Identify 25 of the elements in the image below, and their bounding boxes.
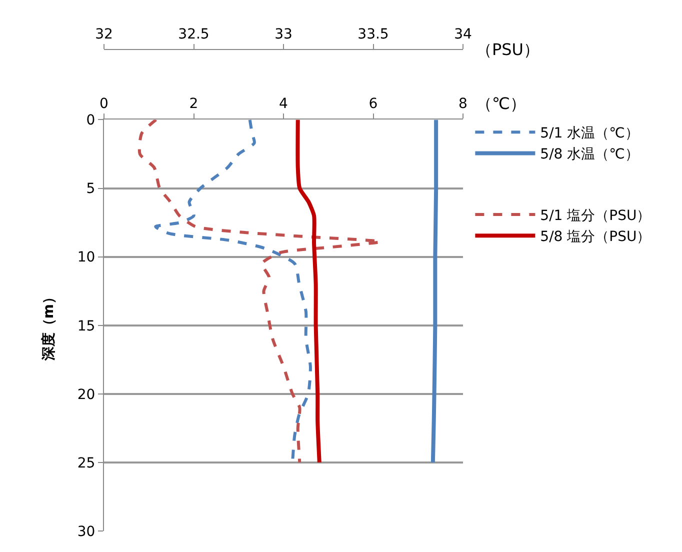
y-tick-label: 20	[77, 386, 96, 403]
x2-tick-label: 34	[454, 26, 472, 42]
legend-label: 5/1 水温（℃）	[540, 126, 639, 142]
x2-tick-label: 32.5	[178, 26, 210, 42]
x-axis-title: （℃）	[476, 94, 526, 113]
y-tick-label: 10	[77, 250, 96, 266]
x2-tick-label: 33	[274, 26, 292, 42]
x-tick-label: 6	[368, 96, 378, 112]
legend-label: 5/1 塩分（PSU）	[540, 208, 651, 224]
y-axis-title: 深度（m）	[40, 290, 57, 362]
x2-tick-label: 32	[95, 26, 113, 42]
x-tick-label: 4	[279, 96, 288, 112]
x2-tick-label: 33.5	[358, 26, 389, 42]
legend-label: 5/8 水温（℃）	[540, 146, 639, 163]
x-tick-label: 8	[458, 96, 468, 112]
y-tick-label: 0	[86, 112, 96, 129]
x-tick-label: 0	[100, 96, 108, 112]
y-tick-label: 15	[77, 318, 96, 334]
y-tick-label: 5	[86, 181, 96, 198]
legend-label: 5/8 塩分（PSU）	[540, 229, 651, 246]
line-series	[430, 120, 438, 464]
y-tick-label: 30	[77, 524, 96, 540]
x2-axis-title: （PSU）	[476, 40, 540, 59]
y-tick-label: 25	[77, 455, 96, 472]
x-tick-label: 2	[189, 96, 198, 112]
